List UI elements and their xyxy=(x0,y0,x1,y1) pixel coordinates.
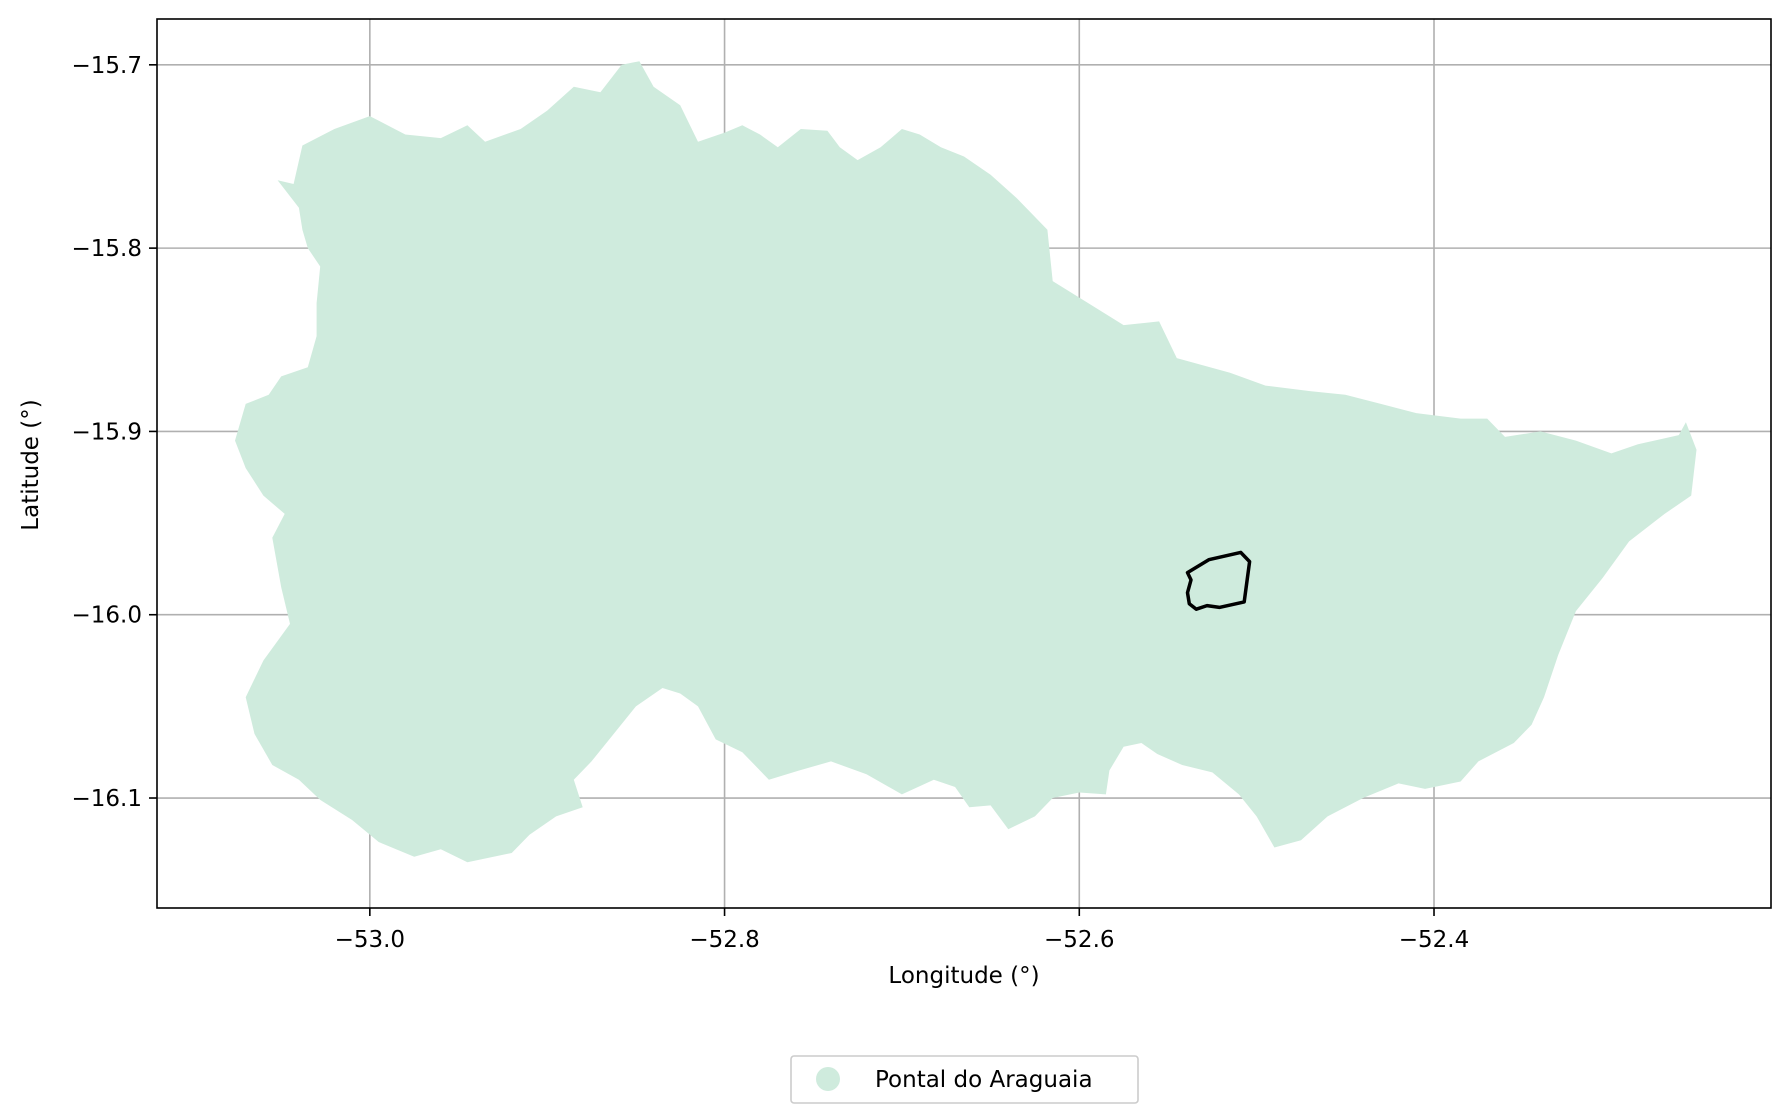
x-tick-label: −52.8 xyxy=(689,927,759,953)
outlined-area-polygon xyxy=(1185,550,1252,611)
x-axis-label: Longitude (°) xyxy=(888,963,1039,989)
map-data-layer xyxy=(235,61,1697,863)
y-tick-label: −15.9 xyxy=(72,419,142,445)
legend: Pontal do Araguaia xyxy=(790,1055,1139,1104)
x-tick-label: −52.4 xyxy=(1399,927,1469,953)
x-tick-label: −53.0 xyxy=(335,927,405,953)
y-tick-label: −15.8 xyxy=(72,236,142,262)
legend-marker-pontal-do-araguaia xyxy=(816,1067,840,1091)
y-axis-ticks: −15.7 −15.8 −15.9 −16.0 −16.1 xyxy=(72,53,157,812)
x-tick-label: −52.6 xyxy=(1044,927,1114,953)
legend-label-pontal-do-araguaia: Pontal do Araguaia xyxy=(875,1067,1093,1093)
y-axis-label: Latitude (°) xyxy=(18,399,44,530)
legend-frame xyxy=(790,1055,1139,1104)
y-tick-label: −15.7 xyxy=(72,53,142,79)
municipality-polygon-pontal-do-araguaia xyxy=(235,61,1697,863)
y-tick-label: −16.1 xyxy=(72,786,142,812)
y-tick-label: −16.0 xyxy=(72,603,142,629)
axes-frame xyxy=(156,18,1772,909)
x-axis-ticks: −53.0 −52.8 −52.6 −52.4 xyxy=(335,908,1469,953)
